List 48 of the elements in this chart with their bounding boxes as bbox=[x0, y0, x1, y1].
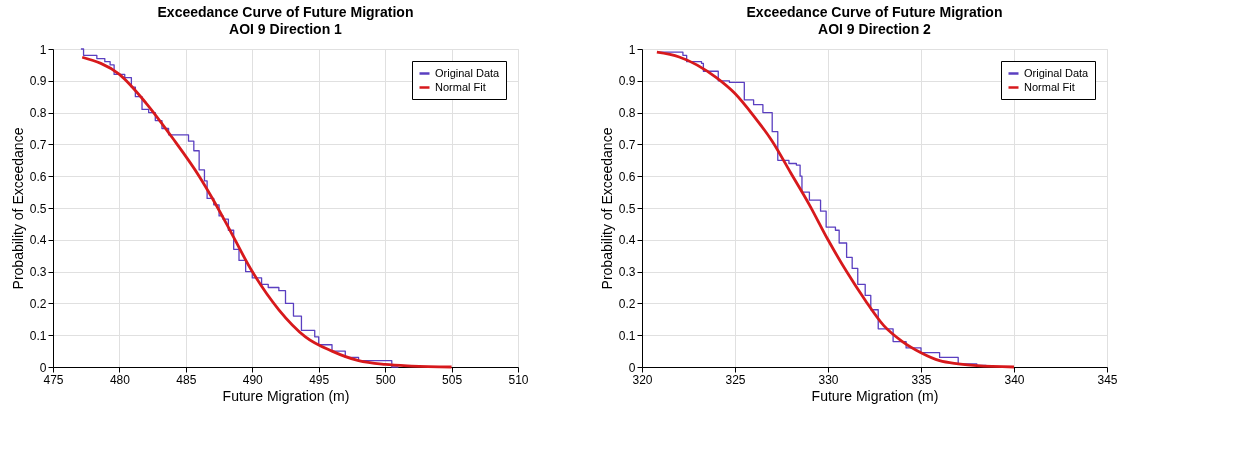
x-tick-label: 485 bbox=[176, 372, 197, 387]
y-tick-label: 0.5 bbox=[618, 201, 636, 216]
y-tick-label: 0.1 bbox=[618, 328, 636, 343]
chart-title: Exceedance Curve of Future Migration bbox=[746, 4, 1003, 20]
y-tick-label: 0.9 bbox=[29, 74, 47, 89]
y-tick-label: 0.4 bbox=[618, 233, 636, 248]
x-tick-label: 480 bbox=[109, 372, 131, 387]
y-axis-title: Probability of Exceedance bbox=[9, 127, 26, 290]
y-tick-label: 1 bbox=[39, 42, 47, 57]
x-tick-label: 330 bbox=[818, 372, 839, 387]
legend-label: Original Data bbox=[1024, 66, 1090, 79]
legend-label: Normal Fit bbox=[1024, 80, 1075, 93]
y-tick-label: 0.2 bbox=[29, 296, 47, 311]
x-tick-label: 335 bbox=[911, 372, 932, 387]
x-tick-label: 345 bbox=[1097, 372, 1118, 387]
x-tick-label: 490 bbox=[242, 372, 264, 387]
y-tick-label: 0 bbox=[39, 360, 47, 375]
chart-title: Exceedance Curve of Future Migration bbox=[157, 4, 414, 20]
legend-label: Original Data bbox=[435, 66, 501, 79]
y-tick-label: 0 bbox=[628, 360, 636, 375]
y-tick-label: 0.8 bbox=[29, 106, 47, 121]
chart-subtitle: AOI 9 Direction 2 bbox=[818, 21, 932, 37]
x-axis-title: Future Migration (m) bbox=[811, 387, 939, 404]
y-tick-label: 0.5 bbox=[29, 201, 47, 216]
x-axis-title: Future Migration (m) bbox=[222, 387, 350, 404]
y-tick-label: 0.7 bbox=[618, 137, 636, 152]
legend-label: Normal Fit bbox=[435, 80, 486, 93]
chart-subtitle: AOI 9 Direction 1 bbox=[229, 21, 343, 37]
y-tick-label: 0.3 bbox=[618, 265, 636, 280]
x-tick-label: 495 bbox=[309, 372, 330, 387]
y-tick-label: 0.9 bbox=[618, 74, 636, 89]
y-tick-label: 0.4 bbox=[29, 233, 47, 248]
x-tick-label: 325 bbox=[725, 372, 746, 387]
x-tick-label: 505 bbox=[442, 372, 463, 387]
y-tick-label: 0.6 bbox=[29, 169, 47, 184]
y-axis-title: Probability of Exceedance bbox=[598, 127, 615, 290]
x-tick-label: 510 bbox=[508, 372, 529, 387]
y-tick-label: 0.7 bbox=[29, 137, 47, 152]
y-tick-label: 1 bbox=[628, 42, 636, 57]
x-tick-label: 340 bbox=[1004, 372, 1025, 387]
x-tick-label: 320 bbox=[632, 372, 653, 387]
y-tick-label: 0.2 bbox=[618, 296, 636, 311]
y-tick-label: 0.6 bbox=[618, 169, 636, 184]
x-tick-label: 500 bbox=[375, 372, 396, 387]
x-tick-label: 475 bbox=[43, 372, 64, 387]
y-tick-label: 0.8 bbox=[618, 106, 636, 121]
y-tick-label: 0.3 bbox=[29, 265, 47, 280]
y-tick-label: 0.1 bbox=[29, 328, 47, 343]
